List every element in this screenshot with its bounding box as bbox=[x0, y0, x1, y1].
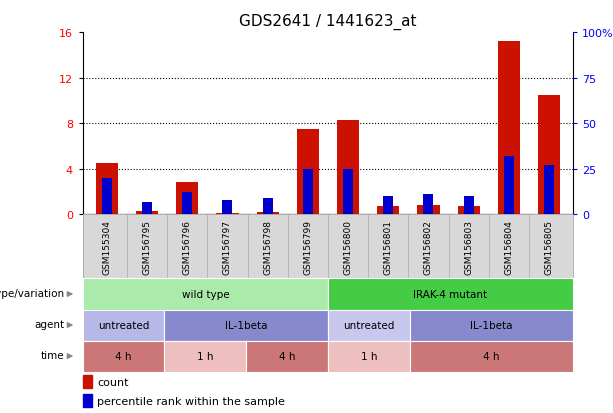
Bar bbox=[343, 169, 353, 215]
Bar bbox=[223, 200, 232, 215]
Bar bbox=[498, 42, 520, 215]
Text: wild type: wild type bbox=[181, 289, 229, 299]
Text: GSM156797: GSM156797 bbox=[223, 220, 232, 275]
Bar bbox=[262, 198, 273, 215]
Bar bbox=[96, 164, 118, 215]
Bar bbox=[303, 169, 313, 215]
Text: agent: agent bbox=[34, 320, 64, 330]
Bar bbox=[504, 157, 514, 215]
Bar bbox=[216, 213, 238, 215]
Text: untreated: untreated bbox=[98, 320, 150, 330]
Bar bbox=[83, 375, 91, 388]
Bar bbox=[417, 206, 440, 215]
Text: GSM155304: GSM155304 bbox=[102, 220, 112, 275]
Bar bbox=[182, 193, 192, 215]
Bar bbox=[463, 197, 474, 215]
Text: untreated: untreated bbox=[343, 320, 395, 330]
Text: GSM156805: GSM156805 bbox=[544, 220, 554, 275]
Bar bbox=[457, 206, 480, 215]
Text: IL-1beta: IL-1beta bbox=[225, 320, 267, 330]
Bar bbox=[83, 394, 91, 407]
Bar bbox=[142, 202, 152, 215]
Text: GSM156802: GSM156802 bbox=[424, 220, 433, 275]
Bar bbox=[257, 212, 279, 215]
Bar bbox=[377, 207, 399, 215]
Text: IL-1beta: IL-1beta bbox=[470, 320, 512, 330]
Bar bbox=[337, 121, 359, 215]
Bar bbox=[102, 178, 112, 215]
Bar bbox=[544, 166, 554, 215]
Text: GSM156804: GSM156804 bbox=[504, 220, 513, 275]
Text: time: time bbox=[41, 351, 64, 361]
Text: 1 h: 1 h bbox=[360, 351, 377, 361]
Text: GSM156799: GSM156799 bbox=[303, 220, 313, 275]
Text: GSM156800: GSM156800 bbox=[343, 220, 352, 275]
Text: GSM156795: GSM156795 bbox=[143, 220, 151, 275]
Text: 4 h: 4 h bbox=[279, 351, 295, 361]
Text: count: count bbox=[97, 377, 129, 387]
Text: 4 h: 4 h bbox=[483, 351, 500, 361]
Title: GDS2641 / 1441623_at: GDS2641 / 1441623_at bbox=[239, 14, 417, 30]
Bar bbox=[136, 211, 158, 215]
Bar bbox=[297, 130, 319, 215]
Text: genotype/variation: genotype/variation bbox=[0, 289, 64, 299]
Bar bbox=[424, 195, 433, 215]
Text: IRAK-4 mutant: IRAK-4 mutant bbox=[414, 289, 487, 299]
Text: percentile rank within the sample: percentile rank within the sample bbox=[97, 396, 285, 406]
Text: GSM156796: GSM156796 bbox=[183, 220, 192, 275]
Text: GSM156803: GSM156803 bbox=[464, 220, 473, 275]
Text: 1 h: 1 h bbox=[197, 351, 213, 361]
Bar bbox=[176, 183, 199, 215]
Bar bbox=[383, 197, 394, 215]
Bar bbox=[538, 95, 560, 215]
Text: 4 h: 4 h bbox=[115, 351, 132, 361]
Text: GSM156801: GSM156801 bbox=[384, 220, 393, 275]
Text: GSM156798: GSM156798 bbox=[263, 220, 272, 275]
